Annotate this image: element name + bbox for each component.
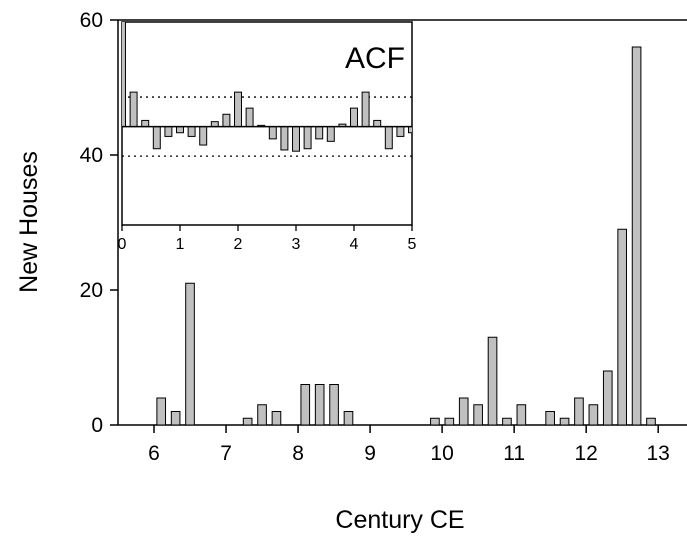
inset-bar: [164, 126, 173, 137]
main-bar: [156, 397, 167, 426]
main-bar: [242, 417, 253, 426]
inset-bar: [396, 126, 405, 137]
inset-bar: [152, 126, 161, 150]
main-x-tick-label: 9: [364, 442, 376, 465]
main-bar: [646, 417, 656, 426]
inset-bar: [350, 107, 358, 128]
inset-bar: [326, 126, 335, 142]
main-bar: [458, 397, 469, 426]
main-bar: [602, 370, 613, 426]
main-bar: [185, 282, 195, 426]
inset-bar: [315, 126, 324, 140]
inset-x-ticks: 0 1 2 3 4 5: [118, 225, 417, 253]
inset-x-tick-label: 5: [408, 236, 417, 253]
inset-bar: [141, 119, 150, 128]
inset-acf-chart: 0 1 2 3 4 5 ACF: [118, 21, 417, 253]
x-axis-title: Century CE: [335, 506, 464, 534]
main-bar: [329, 384, 339, 426]
main-y-tick-label: 20: [80, 279, 103, 302]
main-y-ticks: 0 20 40 60: [80, 9, 118, 437]
inset-bar: [303, 126, 312, 150]
main-x-ticks: 6 7 8 9 10 11 12 13: [148, 425, 670, 465]
inset-x-tick-label: 0: [118, 236, 127, 253]
inset-bar: [222, 113, 231, 128]
main-bar: [473, 404, 483, 426]
inset-bar: [268, 126, 277, 140]
y-axis-title: New Houses: [15, 151, 43, 293]
inset-bar: [408, 126, 412, 134]
inset-bar: [122, 22, 126, 128]
inset-x-tick-label: 1: [176, 236, 185, 253]
main-x-tick-label: 7: [220, 442, 232, 465]
inset-x-tick-label: 3: [292, 236, 301, 253]
main-bar: [574, 397, 584, 426]
inset-title: ACF: [345, 42, 405, 75]
main-bar: [487, 336, 498, 426]
inset-bar: [245, 107, 254, 128]
main-x-tick-label: 8: [292, 442, 304, 465]
inset-bars: [122, 22, 412, 152]
inset-bar: [234, 91, 242, 128]
inset-bar: [280, 126, 289, 151]
main-x-tick-label: 12: [574, 442, 597, 465]
main-bar: [516, 404, 527, 426]
main-x-tick-label: 13: [647, 442, 670, 465]
main-bar: [170, 411, 181, 426]
inset-bar: [292, 126, 300, 152]
inset-x-tick-label: 2: [234, 236, 243, 253]
main-bar: [444, 417, 455, 426]
inset-bar: [361, 91, 370, 128]
main-x-tick-label: 10: [430, 442, 453, 465]
main-y-tick-label: 40: [80, 144, 103, 167]
main-bar: [430, 417, 440, 426]
inset-bar: [187, 126, 196, 137]
inset-x-tick-label: 4: [350, 236, 359, 253]
main-bar: [257, 404, 267, 426]
main-x-tick-label: 6: [148, 442, 160, 465]
main-bar: [271, 411, 282, 426]
inset-bar: [373, 119, 382, 128]
main-bar: [617, 228, 627, 426]
main-bars: [156, 46, 656, 426]
main-bar: [631, 46, 642, 426]
main-bar: [559, 417, 570, 426]
main-bar: [588, 404, 599, 426]
main-bar: [343, 411, 354, 426]
main-x-tick-label: 11: [503, 442, 525, 465]
inset-bar: [129, 91, 138, 128]
main-y-tick-label: 60: [80, 9, 103, 32]
inset-bar: [199, 126, 208, 146]
inset-bar: [384, 126, 393, 150]
main-bar: [502, 417, 512, 426]
main-bar: [545, 411, 555, 426]
inset-bar: [176, 126, 184, 134]
main-y-tick-label: 0: [91, 414, 103, 437]
main-bar: [300, 384, 311, 426]
main-bar: [314, 384, 325, 426]
